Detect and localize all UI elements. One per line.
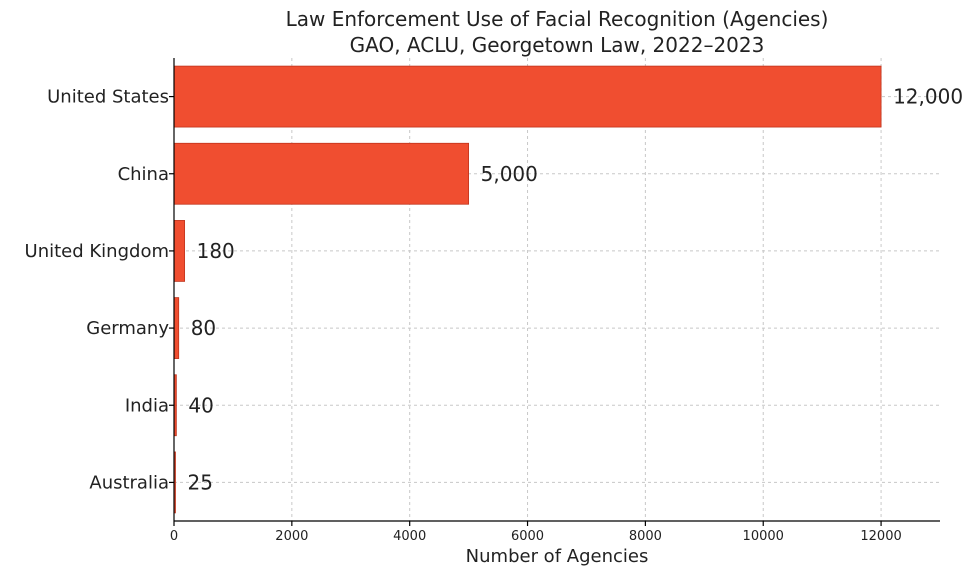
category-label: Germany xyxy=(86,318,169,339)
value-label: 5,000 xyxy=(481,162,538,186)
bar-germany xyxy=(173,297,180,359)
x-tick-label: 6000 xyxy=(511,529,544,544)
bars xyxy=(173,65,882,514)
value-label: 25 xyxy=(187,470,212,494)
category-label: India xyxy=(125,395,169,416)
category-label: United Kingdom xyxy=(25,241,169,262)
value-label: 12,000 xyxy=(893,85,963,109)
value-label: 80 xyxy=(191,316,216,340)
bar-china xyxy=(173,142,470,205)
category-label: United States xyxy=(47,87,169,108)
category-label: China xyxy=(118,164,169,185)
value-label: 40 xyxy=(188,393,213,417)
category-label: Australia xyxy=(89,472,169,493)
x-tick-label: 0 xyxy=(170,529,178,544)
x-tick-label: 10000 xyxy=(743,529,784,544)
x-axis-title: Number of Agencies xyxy=(466,546,649,567)
bar-united-states xyxy=(173,65,882,128)
x-tick-label: 12000 xyxy=(860,529,901,544)
bar-united-kingdom xyxy=(173,220,186,282)
labels: 0 2000 4000 6000 8000 10000 12000 United States… xyxy=(25,85,964,544)
chart-title: Law Enforcement Use of Facial Recognitio… xyxy=(286,7,829,31)
x-tick-label: 8000 xyxy=(629,529,662,544)
chart-subtitle: GAO, ACLU, Georgetown Law, 2022–2023 xyxy=(350,33,765,57)
x-tick-label: 4000 xyxy=(393,529,426,544)
value-label: 180 xyxy=(197,239,235,263)
x-tick-label: 2000 xyxy=(275,529,308,544)
